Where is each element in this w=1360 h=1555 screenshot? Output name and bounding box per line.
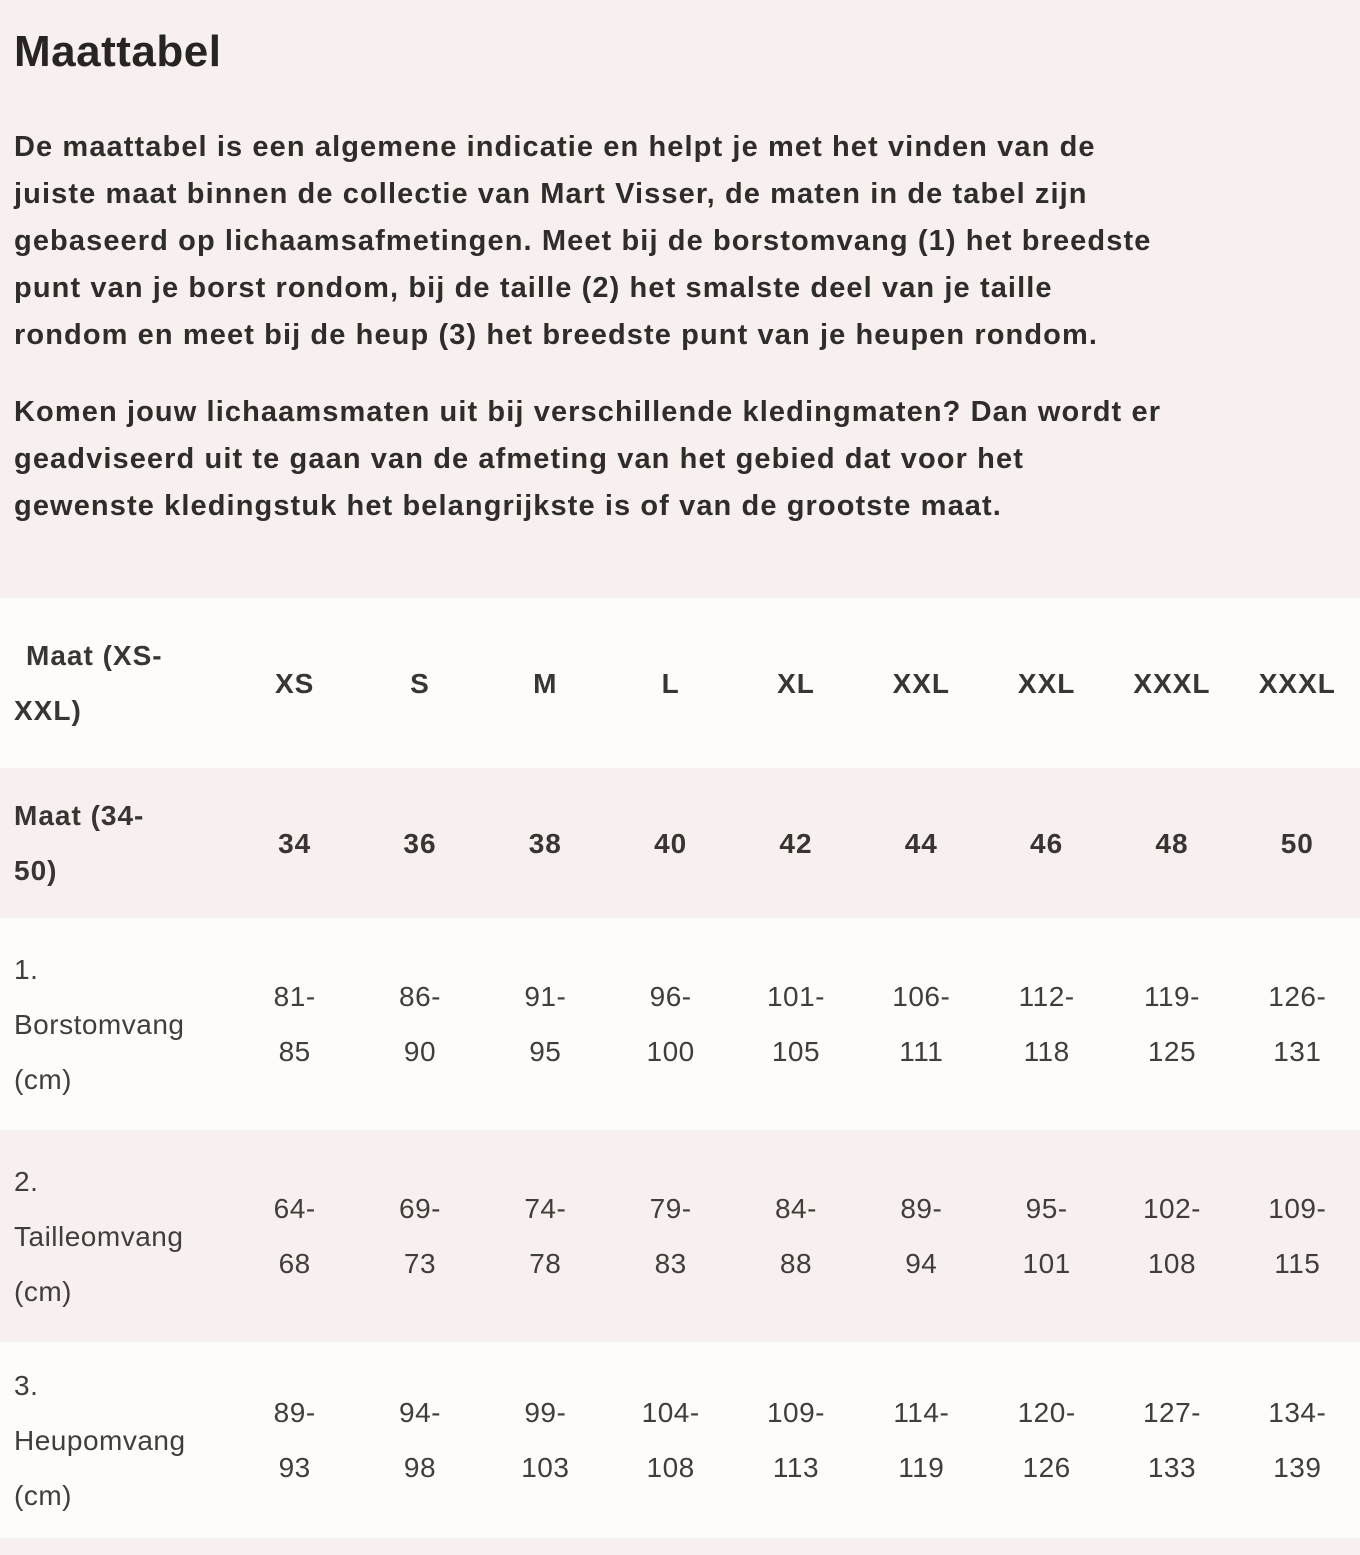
size-cell: 44	[904, 827, 938, 859]
size-cell: XXL	[1017, 667, 1076, 699]
measure-cell: 86- 90	[399, 981, 441, 1067]
size-cell: XXXL	[1258, 667, 1336, 699]
size-cell: S	[410, 667, 430, 699]
measure-cell: 89- 94	[900, 1193, 943, 1279]
measure-cell: 102- 108	[1142, 1193, 1201, 1279]
size-cell: 50	[1280, 827, 1314, 859]
measure-cell: 94- 98	[399, 1397, 441, 1483]
measure-cell: 120- 126	[1017, 1397, 1076, 1483]
table-row-size-letters: Maat (XS- XXL) XS S M L XL XXL XXL XXXL …	[0, 598, 1360, 768]
table-row-hip: 3. Heupomvang (cm) 89- 93 94- 98 99- 103…	[0, 1342, 1360, 1538]
measure-cell: 104- 108	[641, 1397, 700, 1483]
measure-cell: 74- 78	[524, 1193, 567, 1279]
row-label-hip: 3. Heupomvang (cm)	[14, 1369, 186, 1511]
size-cell: L	[661, 667, 680, 699]
row-label-size-numbers: Maat (34- 50)	[14, 800, 145, 886]
measure-cell: 106- 111	[892, 981, 951, 1067]
size-cell: XXXL	[1133, 667, 1211, 699]
size-cell: 46	[1030, 827, 1064, 859]
measure-cell: 127- 133	[1142, 1397, 1201, 1483]
measure-cell: 101- 105	[766, 981, 825, 1067]
size-cell: 38	[528, 827, 562, 859]
table-row-bust: 1. Borstomvang (cm) 81- 85 86- 90 91- 95…	[0, 918, 1360, 1130]
measure-cell: 69- 73	[399, 1193, 441, 1279]
measure-cell: 96- 100	[646, 981, 695, 1067]
measure-cell: 112- 118	[1018, 981, 1075, 1067]
measure-cell: 99- 103	[521, 1397, 570, 1483]
measure-cell: 95- 101	[1022, 1193, 1071, 1279]
measure-cell: 134- 139	[1268, 1397, 1327, 1483]
size-cell: 42	[779, 827, 813, 859]
size-cell: XS	[274, 667, 315, 699]
size-cell: 40	[654, 827, 688, 859]
table-row-size-numbers: Maat (34- 50) 34 36 38 40 42 44 46 48 50	[0, 768, 1360, 918]
row-label-waist: 2. Tailleomvang (cm)	[14, 1165, 184, 1307]
measure-cell: 64- 68	[273, 1193, 316, 1279]
measure-cell: 81- 85	[273, 981, 316, 1067]
row-label-bust: 1. Borstomvang (cm)	[14, 953, 185, 1095]
size-cell: M	[533, 667, 558, 699]
intro-paragraph-advice: Komen jouw lichaamsmaten uit bij verschi…	[14, 396, 1162, 522]
measure-cell: 91- 95	[524, 981, 567, 1067]
measure-cell: 79- 83	[649, 1193, 692, 1279]
measure-cell: 114- 119	[893, 1397, 950, 1483]
row-label-size-letters: Maat (XS- XXL)	[14, 640, 163, 726]
measure-cell: 119- 125	[1143, 981, 1200, 1067]
intro-paragraph-measuring: De maattabel is een algemene indicatie e…	[14, 131, 1152, 351]
measure-cell: 89- 93	[273, 1397, 316, 1483]
table-row-waist: 2. Tailleomvang (cm) 64- 68 69- 73 74- 7…	[0, 1130, 1360, 1342]
size-cell: XL	[777, 667, 815, 699]
size-cell: 48	[1155, 827, 1189, 859]
page-title: Maattabel	[14, 27, 222, 76]
measure-cell: 126- 131	[1268, 981, 1327, 1067]
measure-cell: 109- 113	[766, 1397, 825, 1483]
size-cell: 34	[278, 827, 312, 859]
size-cell: XXL	[892, 667, 951, 699]
size-table: Maat (XS- XXL) XS S M L XL XXL XXL XXXL …	[0, 598, 1360, 1538]
measure-cell: 84- 88	[774, 1193, 817, 1279]
size-cell: 36	[403, 827, 437, 859]
measure-cell: 109- 115	[1268, 1193, 1327, 1279]
